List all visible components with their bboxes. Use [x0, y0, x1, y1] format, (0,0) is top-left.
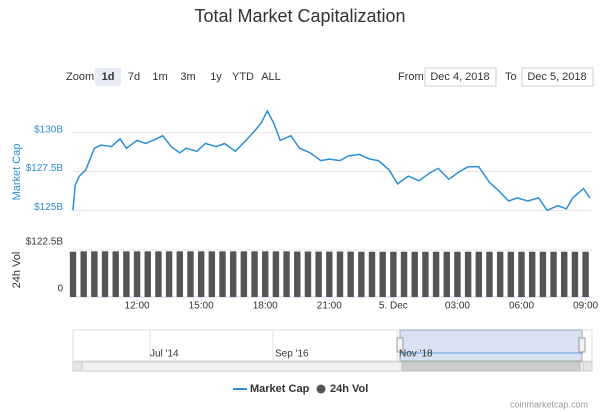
- volume-bar: [347, 251, 354, 297]
- legend-symbol: [316, 384, 326, 394]
- credit: coinmarketcap.com: [510, 399, 588, 409]
- navigator-handle[interactable]: [578, 337, 586, 353]
- volume-bar: [219, 251, 226, 297]
- range-button[interactable]: 3m: [180, 71, 195, 83]
- navigator-handle[interactable]: [396, 337, 404, 353]
- volume-bar: [539, 251, 547, 297]
- volume-bar: [443, 251, 450, 297]
- range-button[interactable]: ALL: [261, 71, 281, 83]
- range-button[interactable]: YTD: [232, 71, 254, 83]
- volume-bar: [422, 251, 429, 297]
- volume-bar: [336, 251, 344, 297]
- range-button-bg[interactable]: [95, 68, 121, 86]
- volume-bar: [262, 251, 269, 297]
- scroll-right[interactable]: [582, 361, 593, 372]
- volume-bar: [208, 251, 216, 297]
- volume-bar: [411, 251, 418, 297]
- from-label: From: [398, 71, 424, 83]
- volume-bar: [368, 251, 376, 297]
- volume-bar: [101, 251, 109, 297]
- volume-bar: [561, 251, 568, 297]
- volume-bar: [229, 251, 237, 297]
- volume-bar: [315, 251, 322, 297]
- volume-bar: [400, 251, 408, 297]
- volume-bar: [582, 251, 589, 297]
- volume-bar: [176, 251, 183, 297]
- volume-bar: [454, 251, 461, 297]
- volume-bar: [91, 251, 98, 297]
- legend-entry[interactable]: 24h Vol: [330, 383, 368, 395]
- volume-bar: [432, 251, 440, 297]
- volume-bar: [240, 251, 248, 297]
- scroll-left[interactable]: [72, 361, 83, 372]
- volume-bar: [390, 251, 397, 297]
- volume-bar: [283, 251, 290, 297]
- chart-title: Total Market Capitalization: [194, 6, 405, 26]
- navigator-label: Nov '18: [399, 349, 433, 360]
- volume-bar: [80, 251, 87, 297]
- range-button[interactable]: 7d: [128, 71, 140, 83]
- zoom-label: Zoom: [66, 71, 94, 83]
- from-date[interactable]: Dec 4, 2018: [430, 71, 489, 83]
- volume-bar: [496, 251, 504, 297]
- volume-bar: [144, 251, 151, 297]
- volume-bar: [69, 251, 77, 297]
- market-cap-line: [72, 109, 591, 212]
- y2-axis-title: 24h Vol: [11, 252, 23, 289]
- x-tick-label: 03:00: [445, 301, 470, 312]
- volume-bar: [550, 251, 557, 297]
- legend-entry[interactable]: Market Cap: [250, 383, 310, 395]
- y-tick-label: $125B: [34, 202, 63, 213]
- volume-bar: [379, 251, 386, 297]
- volume-bar: [464, 251, 472, 297]
- volume-bar: [326, 251, 333, 297]
- volume-bar: [486, 251, 493, 297]
- x-tick-label: 09:00: [573, 301, 598, 312]
- navigator-label: Sep '16: [275, 349, 309, 360]
- volume-bar: [571, 251, 579, 297]
- navigator-label: Jul '14: [150, 349, 179, 360]
- from-input[interactable]: [424, 67, 497, 87]
- volume-bar: [251, 251, 258, 297]
- volume-bar: [133, 251, 141, 297]
- to-label: To: [505, 71, 517, 83]
- volume-bar: [112, 251, 119, 297]
- scrollbar-thumb[interactable]: [401, 361, 581, 372]
- volume-bar: [294, 251, 301, 297]
- y2-tick-label: $122.5B: [26, 237, 64, 248]
- x-tick-label: 5. Dec: [379, 301, 408, 312]
- to-input[interactable]: [521, 67, 594, 87]
- volume-bar: [304, 251, 312, 297]
- x-tick-label: 06:00: [509, 301, 534, 312]
- volume-bar: [528, 251, 536, 297]
- volume-bar: [187, 251, 194, 297]
- volume-bar: [358, 251, 365, 297]
- volume-bar: [518, 251, 525, 297]
- x-tick-label: 18:00: [253, 301, 278, 312]
- volume-bar: [272, 251, 280, 297]
- range-controls: Zoom From Dec 4, 2018 To Dec 5, 2018: [66, 67, 594, 87]
- x-tick-label: 21:00: [317, 301, 342, 312]
- x-tick-label: 15:00: [189, 301, 214, 312]
- volume-bar: [123, 251, 130, 297]
- range-button[interactable]: 1y: [210, 71, 222, 83]
- volume-bar: [507, 251, 515, 297]
- x-tick-label: 12:00: [125, 301, 150, 312]
- volume-bar: [155, 251, 162, 297]
- volume-bar: [197, 251, 205, 297]
- range-button[interactable]: 1d: [102, 71, 115, 83]
- y-tick-label: $130B: [34, 124, 63, 135]
- y-axis-title: Market Cap: [11, 144, 23, 201]
- volume-bar: [165, 251, 173, 297]
- y-tick-label: $127.5B: [26, 163, 64, 174]
- range-button[interactable]: 1m: [152, 71, 167, 83]
- y2-tick-label: 0: [57, 284, 63, 295]
- volume-bar: [475, 251, 483, 297]
- to-date[interactable]: Dec 5, 2018: [527, 71, 586, 83]
